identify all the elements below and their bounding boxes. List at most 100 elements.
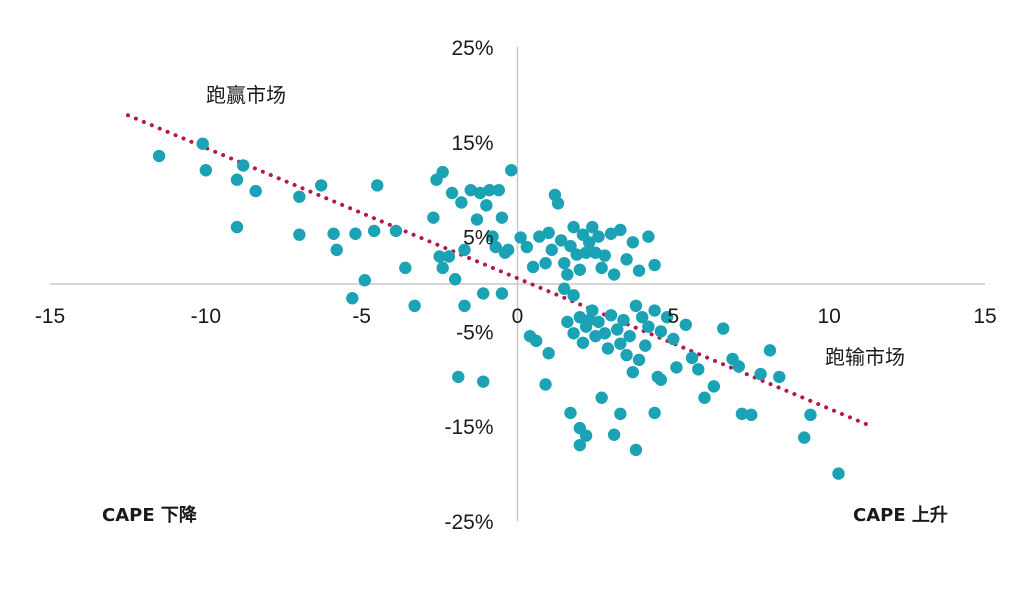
data-point [582,236,596,249]
data-point [486,230,499,243]
data-point [520,240,534,254]
data-point [832,467,845,480]
x-tick-label: 10 [817,305,840,328]
data-point [607,428,621,441]
data-point [542,347,555,360]
data-point [561,315,574,329]
data-point [707,380,721,393]
data-point [632,353,646,367]
data-point [589,329,602,343]
data-point [293,228,306,241]
data-point [371,179,384,192]
data-point [230,173,244,186]
data-point [558,282,571,295]
data-point [458,243,471,257]
data-point [314,179,328,192]
data-point [230,220,244,234]
x-tick-label: -15 [35,305,65,328]
data-point [679,318,692,331]
data-point [470,213,484,226]
data-point [642,320,655,333]
data-point [586,304,599,317]
data-point [567,289,580,302]
data-point [237,159,250,172]
data-point [567,220,580,234]
data-point [464,183,477,197]
data-point [754,367,767,381]
data-point [607,268,621,281]
data-point [564,239,577,253]
data-point [582,313,596,327]
annotation-underperform: 跑输市场 [825,345,905,369]
y-tick-label: -5% [456,321,493,344]
data-point [573,310,587,324]
data-point [617,313,630,327]
data-point [648,258,661,272]
y-tick-label: -15% [444,416,493,439]
data-point [573,438,587,452]
data-point [389,224,403,238]
data-point [539,256,552,270]
annotation-outperform: 跑赢市场 [206,83,286,107]
data-point [632,264,646,277]
data-point [495,287,509,300]
data-point [523,329,537,343]
data-point [483,183,496,197]
data-point [551,197,565,210]
data-point [648,406,661,420]
data-point [561,268,574,281]
data-point [592,230,605,243]
data-point [667,332,680,346]
tick-labels: -15 -10 -5 0 5 10 15 25% 15% 5% -5% -15% -25% [35,37,997,534]
data-point [626,236,640,249]
data-point [598,327,611,340]
data-point [199,164,213,177]
data-point [452,370,465,384]
data-point [433,250,446,263]
data-point [455,196,468,209]
data-point [604,227,618,240]
data-point [611,323,624,336]
data-point [367,224,381,238]
data-point [573,263,587,276]
points-layer [152,137,845,480]
data-point [717,322,730,335]
x-tick-label: 5 [667,305,679,328]
data-point [152,149,166,163]
data-point [473,186,487,200]
data-point [586,220,599,234]
data-point [196,137,209,150]
data-point [654,373,668,386]
data-point [477,287,490,300]
data-point [601,342,615,355]
data-point [533,230,546,243]
data-point [330,243,343,257]
data-point [595,391,608,404]
data-point [798,431,811,444]
data-point [642,230,655,243]
x-tick-label: -5 [352,305,371,328]
x-tick-label: 15 [973,305,996,328]
data-point [698,391,711,404]
data-point [346,292,359,305]
data-point [735,407,749,421]
data-point [436,165,449,179]
data-point [648,304,661,317]
data-point [732,360,745,373]
data-point [539,378,552,391]
data-point [660,310,674,324]
data-point [692,363,705,376]
data-point [495,211,509,224]
data-point [639,339,652,352]
data-point [442,250,456,263]
data-point [358,274,371,287]
data-point [327,227,340,240]
data-point [595,261,608,275]
data-point [604,309,618,322]
y-tick-label: 15% [451,132,493,155]
data-point [598,249,611,262]
data-point [501,243,515,257]
data-point [629,443,643,457]
data-point [480,199,493,212]
data-point [654,325,668,338]
